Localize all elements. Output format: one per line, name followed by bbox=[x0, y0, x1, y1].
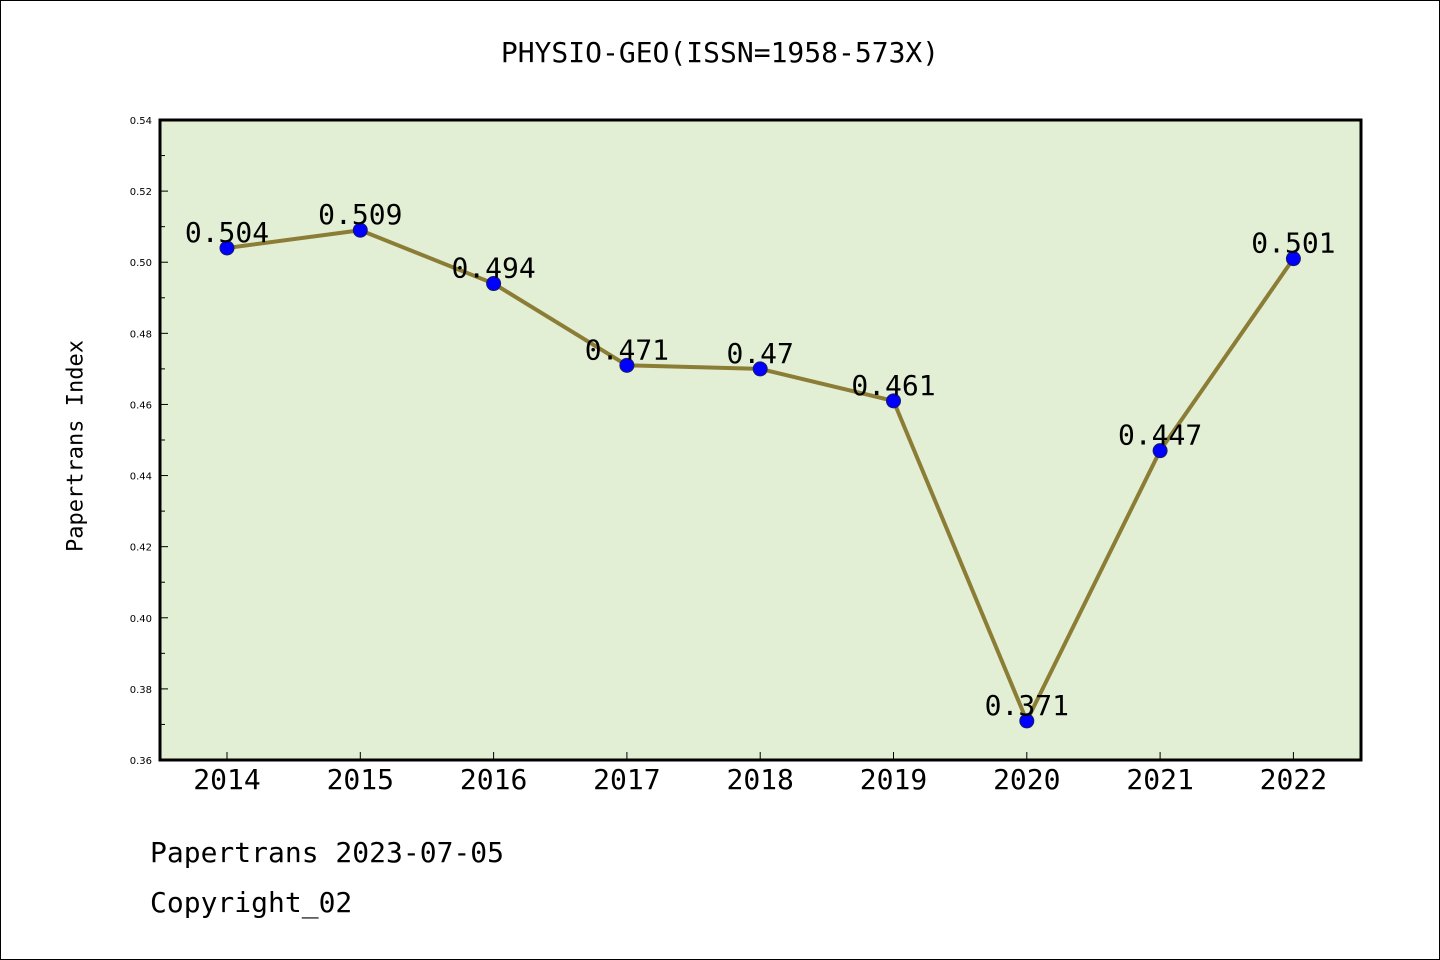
data-point bbox=[1019, 713, 1035, 729]
y-tick-label: 0.44 bbox=[130, 472, 152, 483]
data-point bbox=[219, 240, 235, 256]
x-tick-label: 2018 bbox=[726, 763, 793, 796]
plot-frame bbox=[158, 118, 1363, 762]
data-point bbox=[352, 222, 368, 238]
data-label: 0.461 bbox=[851, 369, 935, 402]
data-label: 0.501 bbox=[1251, 227, 1335, 260]
x-tick-label: 2020 bbox=[993, 763, 1060, 796]
footer-copyright: Copyright_02 bbox=[150, 886, 353, 919]
chart-title: PHYSIO-GEO(ISSN=1958-573X) bbox=[500, 36, 940, 69]
data-point bbox=[486, 276, 502, 292]
y-tick-label: 0.46 bbox=[130, 400, 152, 411]
x-tick-label: 2015 bbox=[327, 763, 394, 796]
x-tick-label: 2014 bbox=[193, 763, 260, 796]
y-tick-label: 0.54 bbox=[130, 116, 152, 127]
data-point bbox=[619, 357, 635, 373]
y-tick-label: 0.52 bbox=[130, 187, 152, 198]
data-label: 0.494 bbox=[451, 252, 535, 285]
y-tick-label: 0.50 bbox=[130, 258, 152, 269]
data-label: 0.471 bbox=[585, 333, 669, 366]
data-label: 0.509 bbox=[318, 198, 402, 231]
data-label: 0.371 bbox=[985, 689, 1069, 722]
x-tick-label: 2022 bbox=[1260, 763, 1327, 796]
data-label: 0.447 bbox=[1118, 419, 1202, 452]
y-tick-label: 0.42 bbox=[130, 543, 152, 554]
data-point bbox=[752, 361, 768, 377]
data-point bbox=[886, 393, 901, 409]
x-tick-label: 2021 bbox=[1126, 763, 1193, 796]
data-label: 0.504 bbox=[185, 216, 269, 249]
data-point bbox=[1285, 251, 1301, 267]
y-tick-label: 0.36 bbox=[130, 756, 152, 767]
data-point bbox=[1152, 443, 1168, 459]
data-label: 0.47 bbox=[726, 337, 793, 370]
x-tick-label: 2017 bbox=[593, 763, 660, 796]
y-tick-label: 0.48 bbox=[130, 329, 152, 340]
y-tick-label: 0.40 bbox=[130, 614, 152, 625]
x-tick-label: 2016 bbox=[460, 763, 527, 796]
x-tick-label: 2019 bbox=[860, 763, 927, 796]
y-tick-label: 0.38 bbox=[130, 685, 152, 696]
footer-date-line: Papertrans 2023-07-05 bbox=[150, 836, 505, 869]
